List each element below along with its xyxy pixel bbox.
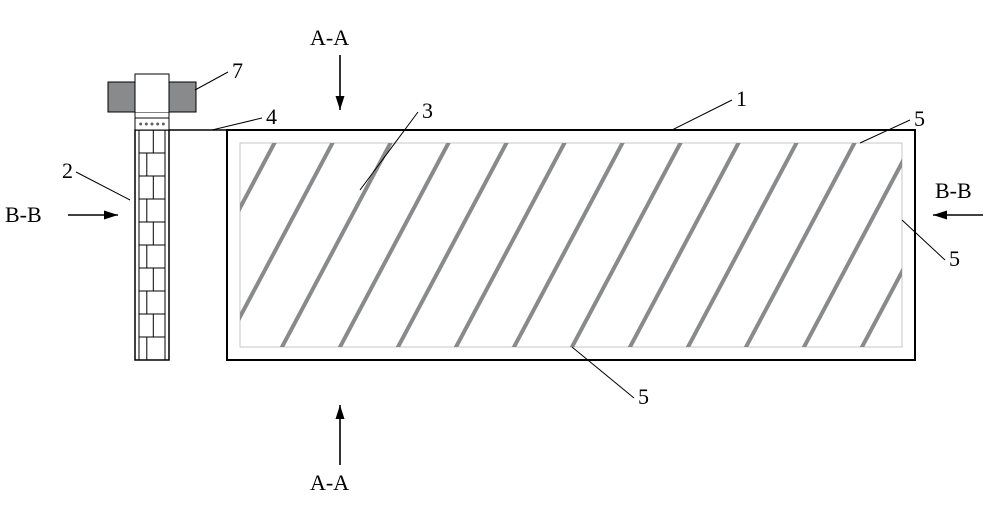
hatch-outline xyxy=(240,143,902,347)
section-arrow-bb-left xyxy=(68,211,118,220)
callout-leader xyxy=(572,347,634,398)
callout-label: 4 xyxy=(266,104,277,129)
callout-leader xyxy=(860,120,910,143)
callout-leader xyxy=(195,72,228,90)
section-label-aa-bottom: A-A xyxy=(310,470,349,495)
callout-leader xyxy=(76,172,130,200)
callout-label: 5 xyxy=(914,106,925,131)
main-box xyxy=(227,130,915,360)
section-label-aa-top: A-A xyxy=(310,25,349,50)
callout-label: 7 xyxy=(232,58,243,83)
callout-leader xyxy=(672,100,732,130)
section-arrow-aa-bottom xyxy=(336,405,345,465)
callout-label: 3 xyxy=(422,98,433,123)
callout-label: 5 xyxy=(949,246,960,271)
callout-leader xyxy=(902,220,945,260)
section-arrow-bb-right xyxy=(933,211,983,220)
diagram-canvas: A-A A-A B-B B-B 74 3 1 5 5 5 2 xyxy=(0,0,1000,520)
callout-label: 2 xyxy=(62,158,73,183)
callout-leader xyxy=(360,112,418,190)
callout-label: 5 xyxy=(638,384,649,409)
section-label-bb-left: B-B xyxy=(5,202,42,227)
section-arrow-aa-top xyxy=(336,55,345,110)
section-label-bb-right: B-B xyxy=(935,178,972,203)
callout-label: 1 xyxy=(736,86,747,111)
callout-leader xyxy=(212,118,262,130)
